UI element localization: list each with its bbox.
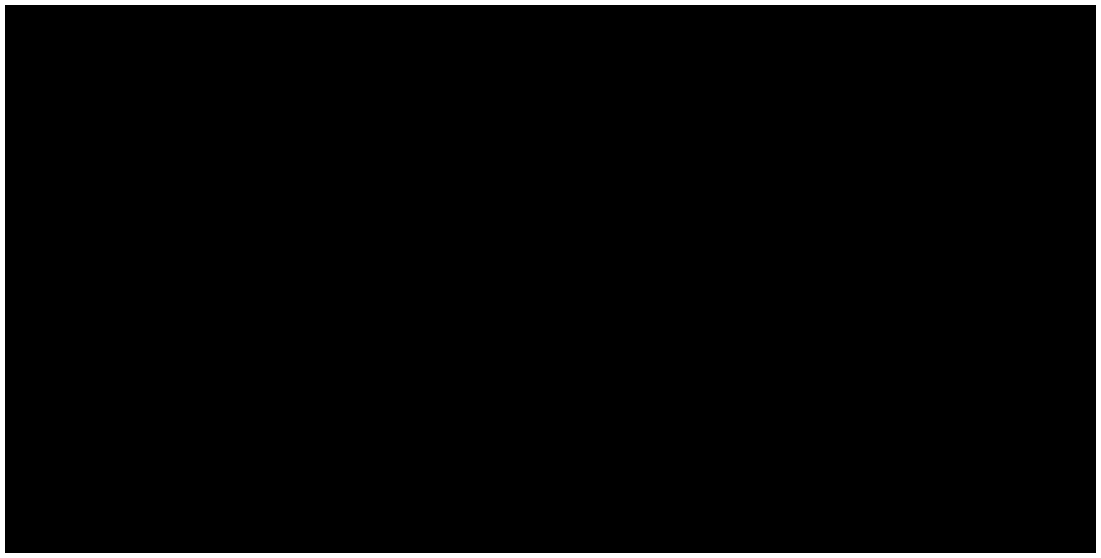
word-cloud-background bbox=[5, 5, 1096, 553]
